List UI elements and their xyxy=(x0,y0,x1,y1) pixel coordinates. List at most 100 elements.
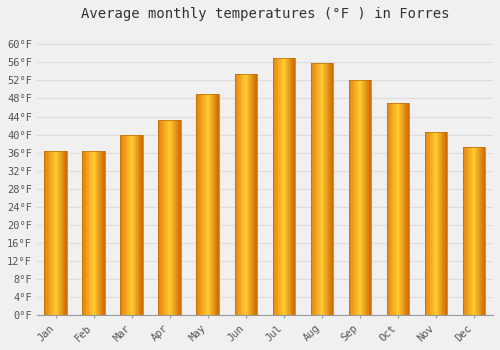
Bar xyxy=(321,63,322,315)
Bar xyxy=(286,58,287,315)
Bar xyxy=(480,147,481,315)
Bar xyxy=(424,132,448,315)
Bar xyxy=(405,103,406,315)
Bar xyxy=(239,74,240,315)
Bar xyxy=(467,147,468,315)
Bar xyxy=(471,147,472,315)
Bar xyxy=(392,103,393,315)
Bar xyxy=(359,80,360,315)
Bar xyxy=(164,120,166,315)
Bar xyxy=(287,58,288,315)
Bar xyxy=(65,151,66,315)
Bar xyxy=(482,147,483,315)
Bar xyxy=(275,58,276,315)
Bar xyxy=(137,135,138,315)
Bar xyxy=(428,132,429,315)
Bar xyxy=(465,147,466,315)
Bar xyxy=(393,103,394,315)
Bar xyxy=(276,58,277,315)
Bar xyxy=(197,93,198,315)
Bar xyxy=(293,58,294,315)
Bar xyxy=(158,120,182,315)
Bar xyxy=(437,132,438,315)
Bar xyxy=(289,58,290,315)
Bar xyxy=(90,151,91,315)
Bar xyxy=(310,63,311,315)
Bar xyxy=(323,63,324,315)
Bar xyxy=(355,80,356,315)
Bar xyxy=(353,80,354,315)
Bar xyxy=(172,120,174,315)
Bar xyxy=(212,93,213,315)
Bar xyxy=(464,147,465,315)
Bar xyxy=(322,63,323,315)
Bar xyxy=(211,93,212,315)
Bar xyxy=(348,80,349,315)
Bar xyxy=(443,132,444,315)
Bar xyxy=(57,151,58,315)
Bar xyxy=(436,132,437,315)
Bar xyxy=(46,151,48,315)
Bar xyxy=(365,80,366,315)
Bar xyxy=(356,80,357,315)
Bar xyxy=(53,151,54,315)
Bar xyxy=(96,151,98,315)
Bar xyxy=(126,135,128,315)
Bar xyxy=(103,151,104,315)
Bar xyxy=(409,103,410,315)
Bar xyxy=(140,135,141,315)
Bar xyxy=(174,120,175,315)
Bar xyxy=(209,93,210,315)
Bar xyxy=(120,135,144,315)
Bar xyxy=(198,93,199,315)
Bar xyxy=(252,74,253,315)
Bar xyxy=(162,120,163,315)
Bar xyxy=(444,132,445,315)
Bar xyxy=(291,58,292,315)
Bar xyxy=(120,135,121,315)
Bar xyxy=(364,80,365,315)
Bar xyxy=(325,63,326,315)
Bar xyxy=(132,135,133,315)
Bar xyxy=(250,74,251,315)
Bar xyxy=(161,120,162,315)
Bar xyxy=(401,103,402,315)
Bar xyxy=(326,63,327,315)
Bar xyxy=(170,120,171,315)
Bar xyxy=(257,74,258,315)
Bar xyxy=(48,151,49,315)
Bar xyxy=(82,151,105,315)
Bar xyxy=(285,58,286,315)
Bar xyxy=(61,151,62,315)
Bar xyxy=(98,151,99,315)
Bar xyxy=(166,120,167,315)
Bar xyxy=(54,151,55,315)
Bar xyxy=(312,63,313,315)
Bar xyxy=(176,120,178,315)
Bar xyxy=(247,74,248,315)
Bar xyxy=(311,63,312,315)
Bar xyxy=(332,63,333,315)
Bar xyxy=(485,147,486,315)
Bar xyxy=(446,132,447,315)
Bar xyxy=(290,58,291,315)
Bar xyxy=(402,103,403,315)
Bar xyxy=(292,58,293,315)
Bar xyxy=(102,151,103,315)
Bar xyxy=(129,135,130,315)
Bar xyxy=(360,80,361,315)
Bar xyxy=(358,80,359,315)
Bar xyxy=(253,74,254,315)
Bar xyxy=(55,151,56,315)
Bar xyxy=(363,80,364,315)
Bar xyxy=(398,103,399,315)
Bar xyxy=(200,93,201,315)
Bar xyxy=(462,147,485,315)
Bar xyxy=(310,63,334,315)
Bar xyxy=(52,151,53,315)
Bar xyxy=(279,58,280,315)
Bar xyxy=(350,80,351,315)
Bar xyxy=(56,151,57,315)
Bar xyxy=(180,120,182,315)
Bar xyxy=(397,103,398,315)
